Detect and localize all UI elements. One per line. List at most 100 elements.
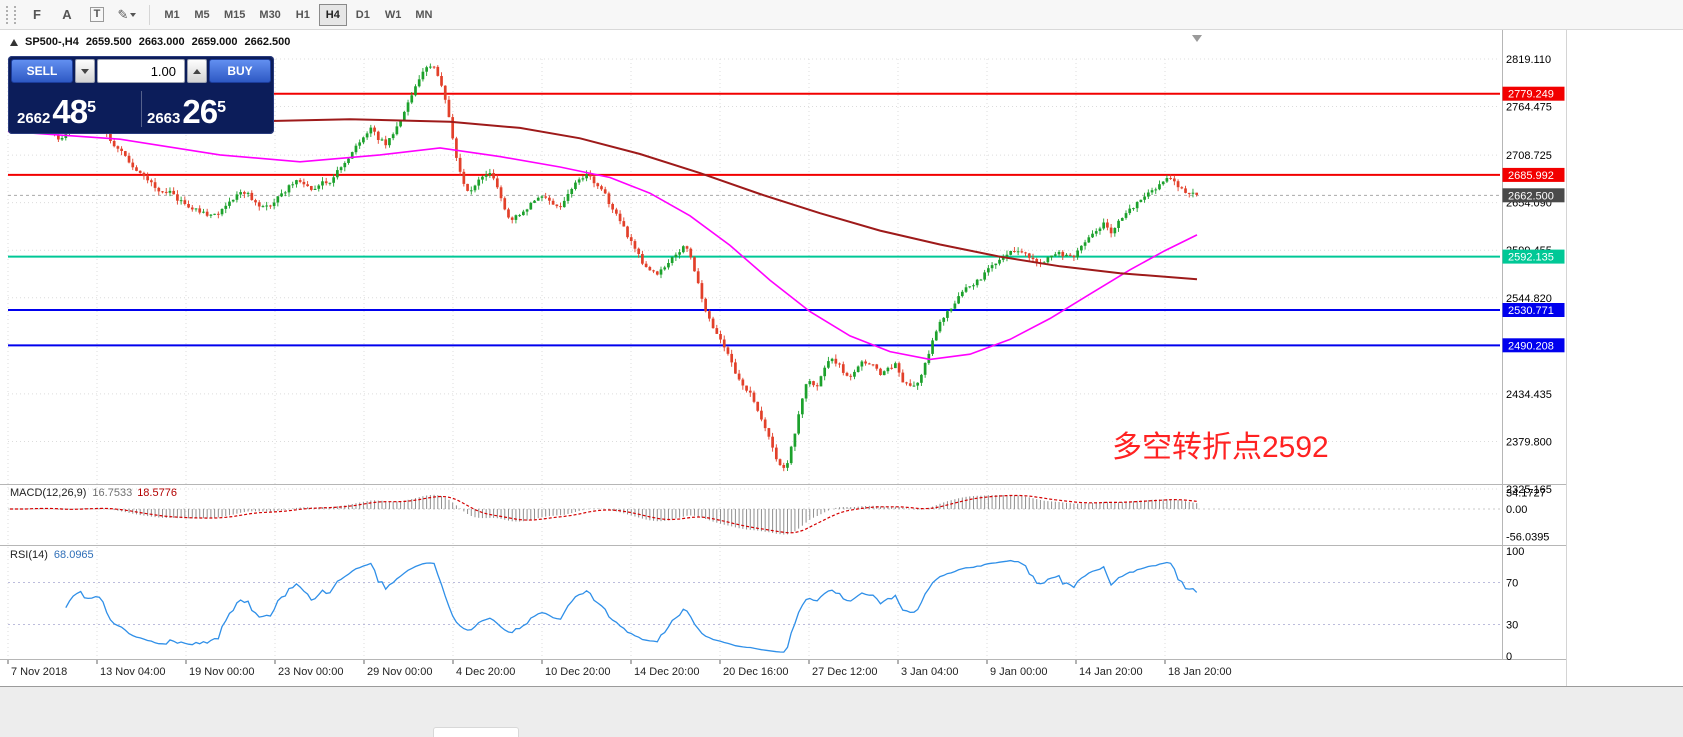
buy-price-pips: 26 — [182, 93, 218, 130]
sell-price-base: 2662 — [17, 110, 51, 127]
volume-input[interactable] — [97, 59, 185, 83]
timeframe-bar: M1 M5 M15 M30 H1 H4 D1 W1 MN — [157, 3, 439, 26]
symbol-icon — [10, 38, 18, 46]
svg-text:20 Dec 16:00: 20 Dec 16:00 — [723, 666, 788, 678]
sell-price[interactable]: 2662 48 5 — [11, 85, 141, 131]
timeframe-m5[interactable]: M5 — [188, 4, 216, 26]
candles-layer — [8, 63, 1199, 472]
label-glyph: T — [89, 7, 105, 22]
svg-text:18 Jan 20:00: 18 Jan 20:00 — [1168, 666, 1232, 678]
svg-text:2764.475: 2764.475 — [1506, 102, 1552, 114]
rsi-value: 68.0965 — [53, 549, 94, 561]
svg-text:27 Dec 12:00: 27 Dec 12:00 — [812, 666, 877, 678]
fibonacci-tool-icon[interactable]: F — [23, 2, 51, 28]
timeframe-mn[interactable]: MN — [409, 4, 438, 26]
rsi-panel: 100 70 30 0 — [8, 546, 1524, 663]
trend-annotation: 多空转折点2592 — [1112, 431, 1329, 464]
svg-text:-56.0395: -56.0395 — [1506, 532, 1549, 544]
volume-increase-button[interactable] — [187, 59, 207, 83]
chart-window: 34.1727 0.00 -56.0395 100 70 30 0 2819.110 2764.… — [0, 30, 1683, 686]
timeframe-m30[interactable]: M30 — [253, 4, 286, 26]
buy-price[interactable]: 2663 26 5 — [141, 85, 271, 131]
macd-value-signal: 18.5776 — [137, 487, 177, 499]
svg-text:2662.500: 2662.500 — [1508, 190, 1554, 202]
svg-text:3 Jan 04:00: 3 Jan 04:00 — [901, 666, 959, 678]
chart-shift-marker[interactable] — [1192, 35, 1202, 42]
taskbar-fragment — [433, 727, 519, 737]
buy-price-base: 2663 — [147, 110, 181, 127]
buy-button[interactable]: BUY — [209, 59, 271, 83]
sell-price-point: 5 — [87, 99, 96, 116]
svg-text:34.1727: 34.1727 — [1506, 487, 1546, 499]
macd-label: MACD(12,26,9) 16.7533 18.5776 — [10, 487, 177, 499]
svg-text:2325.165: 2325.165 — [1506, 484, 1552, 496]
buy-price-point: 5 — [217, 99, 226, 116]
svg-text:2708.725: 2708.725 — [1506, 150, 1552, 162]
svg-text:4 Dec 20:00: 4 Dec 20:00 — [456, 666, 515, 678]
timeframe-w1[interactable]: W1 — [379, 4, 408, 26]
timeframe-h1[interactable]: H1 — [289, 4, 317, 26]
svg-text:70: 70 — [1506, 578, 1518, 590]
toolbar: F A T ✎ M1 M5 M15 M30 H1 H4 D1 W1 MN — [0, 0, 1683, 30]
price-axis[interactable]: 2819.1102764.4752708.7252654.0902599.455… — [1502, 54, 1565, 496]
label-tool-icon[interactable]: T — [83, 2, 111, 28]
toolbar-grip[interactable] — [6, 5, 16, 24]
symbol-header: SP500-,H4 2659.500 2663.000 2659.000 266… — [10, 36, 290, 48]
chevron-down-icon — [130, 12, 137, 17]
text-glyph: A — [62, 7, 72, 22]
ma-slow-darkred — [7, 118, 1198, 281]
chart-canvas[interactable]: 34.1727 0.00 -56.0395 100 70 30 0 2819.110 2764.… — [0, 30, 1683, 686]
timeframe-m15[interactable]: M15 — [218, 4, 251, 26]
fibonacci-glyph: F — [33, 7, 41, 22]
ohlc-high: 2663.000 — [138, 36, 185, 48]
svg-text:2530.771: 2530.771 — [1508, 305, 1554, 317]
svg-text:14 Dec 20:00: 14 Dec 20:00 — [634, 666, 699, 678]
svg-text:29 Nov 00:00: 29 Nov 00:00 — [367, 666, 432, 678]
svg-text:2490.208: 2490.208 — [1508, 340, 1554, 352]
svg-text:23 Nov 00:00: 23 Nov 00:00 — [278, 666, 343, 678]
sell-button[interactable]: SELL — [11, 59, 73, 83]
toolbar-separator — [149, 4, 150, 25]
svg-text:0.00: 0.00 — [1506, 504, 1527, 516]
svg-text:13 Nov 04:00: 13 Nov 04:00 — [100, 666, 165, 678]
svg-text:7 Nov 2018: 7 Nov 2018 — [11, 666, 67, 678]
svg-text:9 Jan 00:00: 9 Jan 00:00 — [990, 666, 1048, 678]
ohlc-low: 2659.000 — [191, 36, 238, 48]
timeframe-m1[interactable]: M1 — [158, 4, 186, 26]
status-strip — [0, 686, 1683, 737]
svg-text:14 Jan 20:00: 14 Jan 20:00 — [1079, 666, 1143, 678]
text-tool-icon[interactable]: A — [53, 2, 81, 28]
svg-text:10 Dec 20:00: 10 Dec 20:00 — [545, 666, 610, 678]
one-click-trading-panel: SELL BUY 2662 48 5 2663 26 5 — [8, 56, 274, 134]
svg-text:2819.110: 2819.110 — [1506, 54, 1551, 66]
macd-name: MACD(12,26,9) — [10, 487, 87, 499]
svg-text:2779.249: 2779.249 — [1508, 89, 1554, 101]
svg-text:30: 30 — [1506, 620, 1518, 632]
time-axis[interactable]: 7 Nov 2018 13 Nov 04:00 19 Nov 00:00 23 Nov… — [7, 660, 1232, 678]
drawing-tools-icon[interactable]: ✎ — [113, 2, 141, 28]
svg-text:0: 0 — [1506, 651, 1512, 663]
volume-dropdown-button[interactable] — [75, 59, 95, 83]
chevron-up-icon — [193, 68, 201, 74]
svg-text:2685.992: 2685.992 — [1508, 170, 1554, 182]
symbol-name: SP500-,H4 — [25, 36, 79, 48]
rsi-name: RSI(14) — [10, 549, 48, 561]
grid-layer — [7, 58, 1500, 657]
chevron-down-icon — [81, 68, 89, 74]
price-divider — [141, 91, 142, 127]
ma-fast-magenta — [7, 130, 1198, 361]
timeframe-h4[interactable]: H4 — [318, 3, 347, 26]
timeframe-d1[interactable]: D1 — [349, 4, 377, 26]
ohlc-open: 2659.500 — [85, 36, 132, 48]
svg-text:19 Nov 00:00: 19 Nov 00:00 — [189, 666, 254, 678]
rsi-label: RSI(14) 68.0965 — [10, 549, 94, 561]
svg-text:2434.435: 2434.435 — [1506, 389, 1552, 401]
sell-price-pips: 48 — [52, 93, 88, 130]
macd-value-main: 16.7533 — [92, 487, 133, 499]
ohlc-close: 2662.500 — [244, 36, 291, 48]
svg-text:2544.820: 2544.820 — [1506, 293, 1552, 305]
svg-text:2592.135: 2592.135 — [1508, 252, 1554, 264]
pencil-glyph: ✎ — [117, 6, 129, 22]
svg-text:100: 100 — [1506, 546, 1524, 558]
